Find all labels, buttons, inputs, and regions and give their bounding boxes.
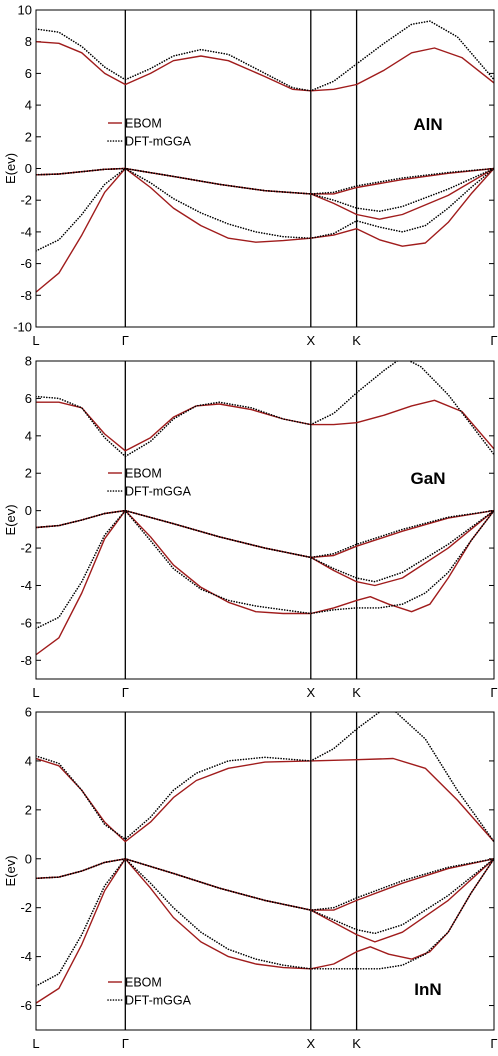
x-tick-label: Γ (490, 685, 497, 700)
dft-band-4 (36, 167, 494, 252)
y-tick-label: -6 (20, 256, 32, 271)
legend: EBOM DFT-mGGA (107, 976, 192, 1008)
y-tick-label: 0 (25, 503, 32, 518)
y-tick-label: 8 (25, 354, 32, 369)
y-tick-label: 2 (25, 129, 32, 144)
chart-panel-gan: -8 -6 -4 -2 0 2 4 6 8 L Γ X K Γ E(ev) EBOM DFT-mGGA GaN (3, 354, 498, 701)
x-tick-label: Γ (122, 685, 129, 700)
x-tick-label: K (352, 685, 361, 700)
chart-panel-aln: -10 -8 -6 -4 -2 0 2 4 6 8 10 L Γ X K Γ E(ev) EBOM DFT-mGGA… (3, 3, 498, 349)
chart-panel-inn: -6 -4 -2 0 2 4 6 L Γ X K Γ E(ev) EBOM DFT-mGGA InN (3, 705, 498, 1052)
legend-label-ebom: EBOM (125, 467, 162, 481)
y-tick-label: -8 (20, 653, 32, 668)
ebom-band-1 (36, 757, 494, 843)
y-tick-label: 4 (25, 428, 32, 443)
material-label: AlN (413, 115, 442, 134)
dft-band-1 (36, 20, 494, 92)
y-tick-label: -2 (20, 193, 32, 208)
dft-band-3 (36, 167, 494, 213)
x-tick-label: X (306, 685, 315, 700)
legend: EBOM DFT-mGGA (107, 117, 192, 149)
plot-frame (35, 711, 495, 1031)
dft-band-2 (36, 509, 494, 559)
y-tick-label: 4 (25, 98, 32, 113)
material-label: InN (414, 980, 441, 999)
legend-label-ebom: EBOM (125, 976, 162, 990)
y-axis-label: E(ev) (3, 855, 18, 886)
x-tick-label: Γ (490, 333, 497, 348)
y-tick-label: 6 (25, 66, 32, 81)
x-tick-label: X (306, 333, 315, 348)
ebom-band-4 (36, 858, 494, 1004)
legend: EBOM DFT-mGGA (107, 467, 192, 499)
y-tick-label: -10 (13, 320, 32, 335)
legend-label-dft: DFT-mGGA (125, 994, 192, 1008)
ebom-band-1 (36, 41, 494, 92)
y-tick-label: -4 (20, 224, 32, 239)
y-tick-label: -4 (20, 949, 32, 964)
y-axis-label: E(ev) (3, 504, 18, 535)
y-tick-label: 2 (25, 466, 32, 481)
y-tick-label: 4 (25, 753, 32, 768)
ebom-band-2 (36, 509, 494, 559)
dft-band-4 (36, 509, 494, 630)
y-tick-label: -6 (20, 998, 32, 1013)
dft-band-3 (36, 509, 494, 583)
ebom-band-2 (36, 858, 494, 911)
dft-band-1 (36, 712, 494, 843)
x-tick-label: Γ (122, 1036, 129, 1051)
x-tick-label: L (32, 685, 39, 700)
y-tick-label: 6 (25, 705, 32, 720)
x-tick-label: Γ (490, 1036, 497, 1051)
y-tick-label: 0 (25, 851, 32, 866)
plot-frame (35, 360, 495, 680)
y-tick-label: -2 (20, 541, 32, 556)
y-tick-label: 0 (25, 161, 32, 176)
y-tick-label: -8 (20, 288, 32, 303)
legend-label-dft: DFT-mGGA (125, 135, 192, 149)
y-tick-label: 8 (25, 34, 32, 49)
y-tick-label: -4 (20, 578, 32, 593)
x-tick-label: X (306, 1036, 315, 1051)
x-tick-label: Γ (122, 333, 129, 348)
x-tick-label: K (352, 1036, 361, 1051)
y-axis-label: E(ev) (3, 153, 18, 184)
y-tick-label: 10 (18, 3, 32, 18)
dft-band-3 (36, 858, 494, 935)
y-tick-label: 2 (25, 802, 32, 817)
dft-band-2 (36, 858, 494, 911)
legend-label-dft: DFT-mGGA (125, 485, 192, 499)
legend-label-ebom: EBOM (125, 117, 162, 131)
material-label: GaN (411, 469, 446, 488)
y-tick-label: -6 (20, 615, 32, 630)
x-tick-label: K (352, 333, 361, 348)
ebom-band-3 (36, 509, 494, 587)
dft-band-4 (36, 858, 494, 987)
plot-frame (35, 9, 495, 328)
y-tick-label: 6 (25, 391, 32, 406)
ebom-band-1 (36, 399, 494, 452)
x-tick-label: L (32, 1036, 39, 1051)
ebom-band-4 (36, 167, 494, 293)
dft-band-1 (36, 361, 494, 458)
y-tick-label: -2 (20, 900, 32, 915)
x-tick-label: L (32, 333, 39, 348)
ebom-band-4 (36, 509, 494, 656)
